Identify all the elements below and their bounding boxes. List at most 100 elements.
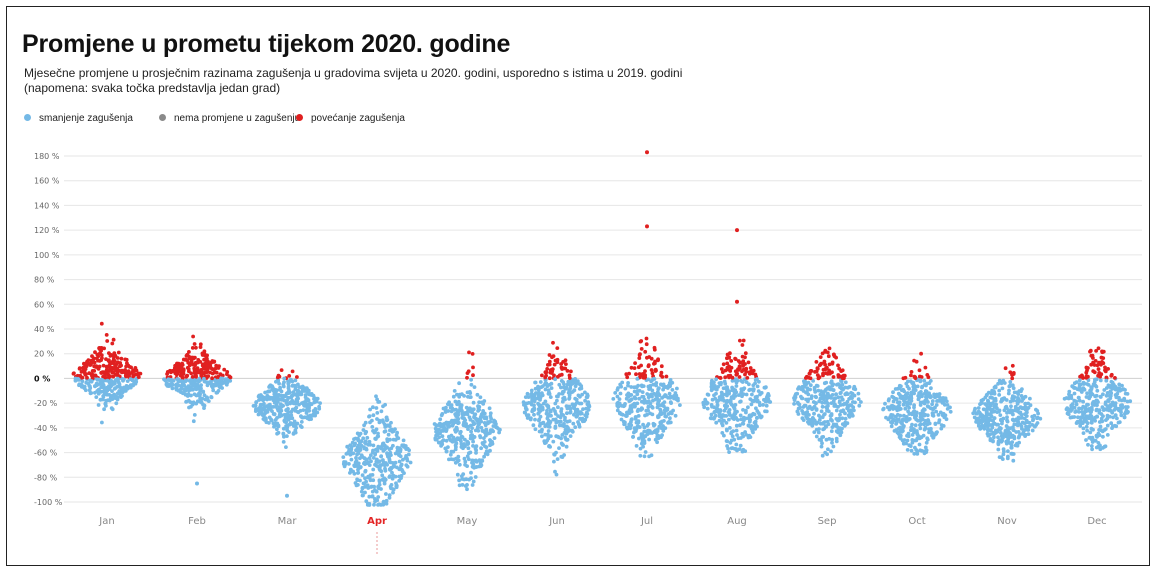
city-point <box>820 351 825 356</box>
city-point <box>990 396 995 400</box>
city-point <box>912 430 916 435</box>
city-point <box>215 390 220 395</box>
city-point <box>341 455 346 459</box>
city-point <box>374 394 378 399</box>
city-point <box>812 430 817 434</box>
city-point <box>307 408 311 413</box>
city-point <box>368 478 373 483</box>
city-point <box>989 391 994 396</box>
city-point <box>391 490 395 495</box>
city-point <box>834 429 839 434</box>
city-point <box>891 399 896 404</box>
city-point <box>476 404 480 408</box>
city-point <box>731 396 736 400</box>
city-point <box>799 394 803 399</box>
city-point <box>919 351 923 356</box>
city-point <box>761 403 765 407</box>
city-point <box>1093 394 1097 399</box>
city-point <box>820 404 825 409</box>
city-point <box>451 394 456 399</box>
city-point <box>850 391 855 396</box>
city-point <box>996 435 1000 440</box>
city-point <box>459 439 463 443</box>
city-point <box>1085 366 1090 370</box>
city-point <box>565 411 569 416</box>
city-point <box>895 400 900 405</box>
city-point <box>741 386 746 391</box>
city-point <box>529 401 534 405</box>
city-point <box>363 490 367 495</box>
city-point <box>354 448 358 453</box>
y-tick-label: 120 % <box>34 226 60 235</box>
city-point <box>1120 383 1124 388</box>
city-point <box>470 352 475 356</box>
city-point <box>1013 407 1018 412</box>
city-point <box>627 411 632 415</box>
city-point <box>136 371 141 376</box>
city-point <box>96 391 101 396</box>
city-point <box>457 483 462 488</box>
city-point <box>220 373 225 378</box>
city-point <box>448 452 453 457</box>
city-point <box>913 423 918 428</box>
city-point <box>735 371 739 376</box>
city-point <box>348 471 352 475</box>
city-point <box>918 403 923 407</box>
city-point <box>1092 370 1097 375</box>
city-point <box>809 396 814 401</box>
city-point <box>748 366 753 370</box>
city-point <box>281 440 286 444</box>
city-point <box>813 401 818 405</box>
city-point <box>1010 408 1014 413</box>
city-point <box>492 436 497 440</box>
city-point <box>1070 402 1075 406</box>
city-point <box>344 452 349 456</box>
city-point <box>1019 389 1023 394</box>
city-point <box>364 446 368 451</box>
y-tick-label: -60 % <box>34 449 58 458</box>
city-point <box>529 392 533 397</box>
city-point <box>750 392 754 397</box>
city-point <box>916 397 921 402</box>
city-point <box>1010 376 1015 381</box>
city-point <box>263 390 267 395</box>
city-point <box>551 417 556 422</box>
city-point <box>113 381 117 386</box>
city-point <box>975 416 980 421</box>
city-point <box>1123 391 1128 396</box>
city-point <box>198 386 203 391</box>
city-point <box>903 393 908 397</box>
city-point <box>105 339 110 343</box>
city-point <box>463 437 467 442</box>
city-point <box>1067 389 1072 394</box>
city-point <box>114 401 119 406</box>
city-point <box>463 462 467 467</box>
city-point <box>546 432 550 437</box>
city-point <box>663 406 668 411</box>
city-point <box>1003 366 1008 371</box>
city-point <box>555 357 560 362</box>
city-point <box>821 397 826 402</box>
city-point <box>541 420 546 425</box>
x-tick-label: Jan <box>98 516 114 527</box>
city-point <box>545 408 549 413</box>
city-point <box>1105 433 1110 437</box>
city-point <box>881 407 885 412</box>
city-point <box>1088 392 1093 396</box>
city-point <box>370 489 375 494</box>
city-point <box>560 433 565 437</box>
city-point <box>387 495 392 500</box>
city-point <box>645 400 649 405</box>
city-point <box>1104 393 1109 398</box>
city-point <box>726 446 730 451</box>
city-point <box>637 396 642 401</box>
x-tick-label: Jul <box>640 516 653 527</box>
city-point <box>454 456 458 461</box>
x-tick-label: Oct <box>908 516 925 527</box>
city-point <box>110 389 114 393</box>
city-point <box>928 430 933 435</box>
city-point <box>722 403 727 408</box>
city-point <box>393 427 397 431</box>
city-point <box>632 395 637 399</box>
legend-dot-increase-icon <box>296 114 303 121</box>
